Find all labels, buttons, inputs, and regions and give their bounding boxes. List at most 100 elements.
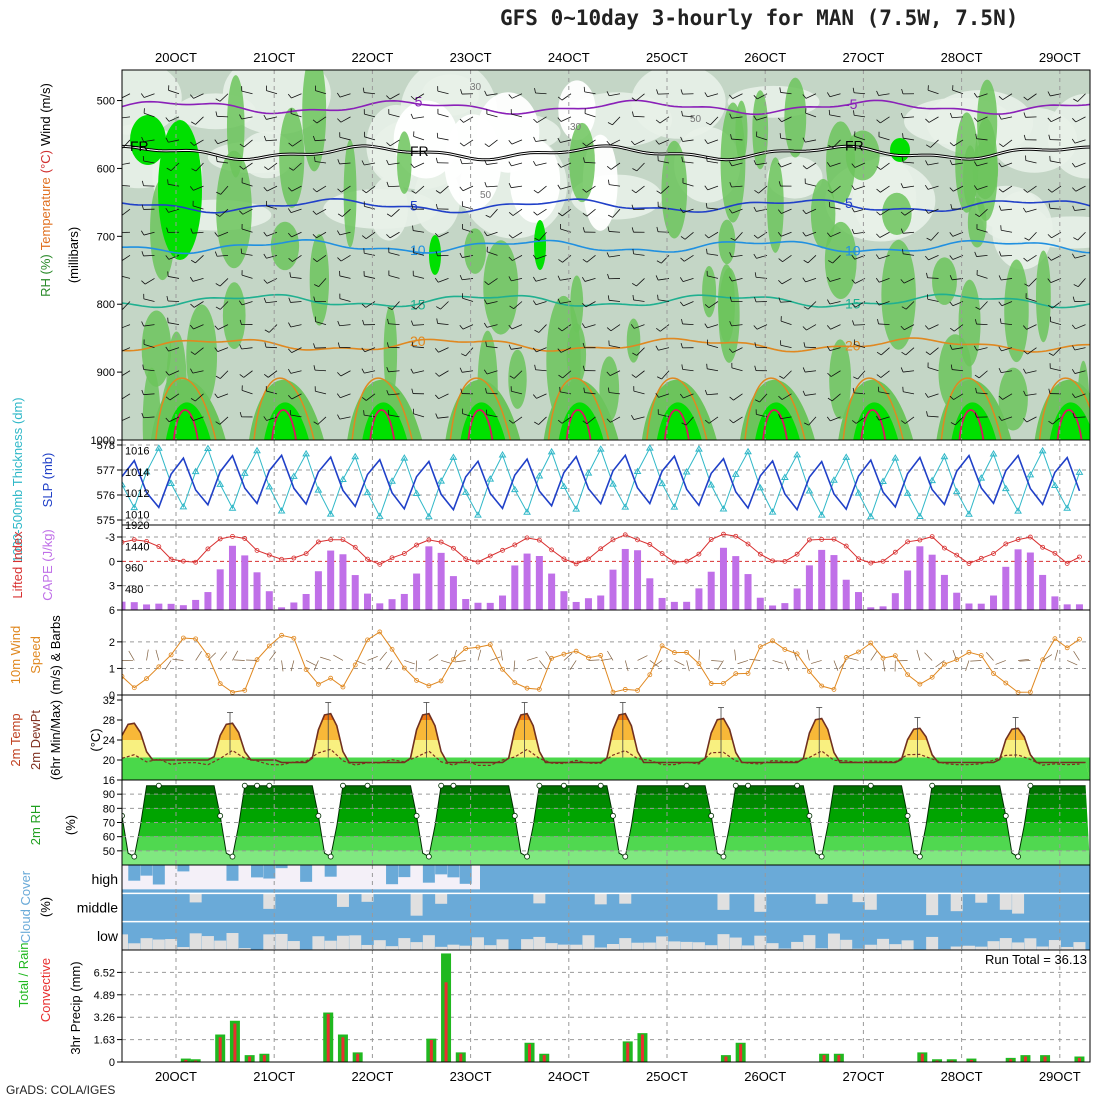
- wind10m-barb: [454, 660, 466, 663]
- wind-barb-flag: [606, 371, 611, 376]
- wind-barb-flag: [411, 341, 414, 347]
- wind-barb-flag: [728, 348, 733, 353]
- wind-barb-flag: [901, 157, 904, 163]
- wind-barb: [1001, 370, 1013, 374]
- wind-barb: [389, 93, 400, 100]
- cloud-low-gap: [643, 942, 656, 950]
- wind-barb-flag: [140, 93, 145, 98]
- rh-point: [217, 812, 224, 819]
- thickness-point: [265, 482, 274, 490]
- wind10m-point: [770, 638, 775, 644]
- wind-barb: [586, 416, 596, 425]
- wind-barb-flag: [876, 90, 880, 96]
- wind-barb-flag: [778, 258, 783, 263]
- wind-barb-flag: [1024, 283, 1029, 287]
- thickness-point: [989, 449, 998, 457]
- wind-barb-flag: [337, 213, 343, 217]
- cape-bar: [155, 603, 163, 610]
- wind-barb: [976, 162, 988, 167]
- wind-barb: [1074, 139, 1086, 144]
- cloud-high-cell: [275, 865, 288, 869]
- thickness-point: [130, 503, 139, 511]
- wind-barb-flag: [998, 251, 1002, 257]
- rh-moist-patch: [932, 257, 957, 305]
- isotherm-label: 5: [410, 198, 418, 214]
- wind-barb-flag: [1071, 138, 1076, 144]
- wind-barb: [462, 254, 474, 258]
- wind-barb: [1050, 367, 1062, 372]
- wind-barb-flag: [875, 254, 880, 259]
- wind-barb: [733, 416, 743, 424]
- precip-convective-bar: [950, 1060, 954, 1062]
- li-point: [463, 556, 469, 562]
- wind-barb-flag: [975, 133, 977, 139]
- wind-barb: [685, 416, 694, 426]
- wind-barb-flag: [532, 276, 537, 282]
- wind-barb-flag: [166, 296, 169, 302]
- x-tick-label-top: 22OCT: [351, 50, 393, 65]
- wind-barb: [976, 347, 988, 351]
- thickness-point: [216, 480, 225, 487]
- wind-barb: [339, 324, 351, 327]
- wind-barb: [339, 136, 351, 141]
- cloud-low-gap: [766, 943, 779, 950]
- wind-barb-flag: [1048, 304, 1053, 309]
- cloud-low-gap: [729, 937, 742, 950]
- wind-barb: [634, 324, 645, 329]
- wind-barb-flag: [754, 272, 757, 278]
- wind-barb: [437, 90, 449, 95]
- wind-barb: [463, 139, 474, 147]
- wind-barb: [241, 301, 253, 306]
- wind-barb: [168, 208, 180, 213]
- wind-barb: [756, 116, 768, 121]
- wind-barb: [364, 113, 376, 118]
- wind-barb-flag: [631, 374, 637, 378]
- wind-barb: [658, 347, 670, 351]
- wind-barb: [486, 231, 498, 237]
- wind-barb: [1025, 160, 1037, 164]
- cape-bar: [1014, 549, 1022, 610]
- li-point: [254, 548, 260, 553]
- wind-barb: [854, 185, 866, 190]
- wind-barb-flag: [264, 374, 269, 378]
- wind-barb: [1077, 278, 1086, 287]
- wind-barb: [584, 278, 596, 282]
- wind-barb-flag: [140, 230, 145, 236]
- wind-barb-flag: [924, 209, 929, 214]
- wind-barb-flag: [583, 387, 585, 393]
- wind-barb: [731, 185, 743, 188]
- wind-barb-flag: [582, 365, 585, 371]
- rh-band: [122, 836, 1090, 851]
- wind-barb: [560, 185, 572, 190]
- wind-barb-flag: [558, 374, 563, 379]
- cloud-unit-part: (%): [38, 897, 53, 917]
- wind-barb-flag: [411, 306, 417, 310]
- wind-barb: [1077, 93, 1086, 102]
- wind-barb: [682, 368, 694, 372]
- rh-moist-patch: [955, 112, 979, 213]
- rh-moist-patch: [718, 267, 740, 363]
- wind-barb: [315, 161, 327, 164]
- wind-barb-flag: [925, 351, 931, 355]
- wind-barb-flag: [706, 248, 708, 254]
- wind10m-point: [315, 681, 321, 687]
- cloud-low-gap: [680, 941, 693, 950]
- wind-barb-flag: [828, 260, 833, 264]
- wind10m-barb: [367, 656, 378, 661]
- thickness-point: [1026, 470, 1035, 478]
- wind-barb-flag: [557, 163, 562, 168]
- wind10m-barb: [637, 655, 648, 661]
- cloud-middle-gap: [717, 893, 730, 910]
- x-tick-label-top: 20OCT: [155, 50, 197, 65]
- rh-moist-patch: [977, 79, 998, 164]
- cloud-low-gap: [1012, 942, 1025, 950]
- wind10m-point: [156, 664, 162, 670]
- thickness-point: [744, 447, 752, 455]
- wind10m-point: [954, 657, 960, 662]
- wind-barb-flag: [411, 190, 416, 194]
- rh-point: [916, 853, 923, 860]
- cape-tick-label: 960: [125, 563, 143, 575]
- cape-bar: [719, 547, 727, 610]
- wind10m-barb: [164, 660, 172, 670]
- wind-barb: [192, 205, 204, 210]
